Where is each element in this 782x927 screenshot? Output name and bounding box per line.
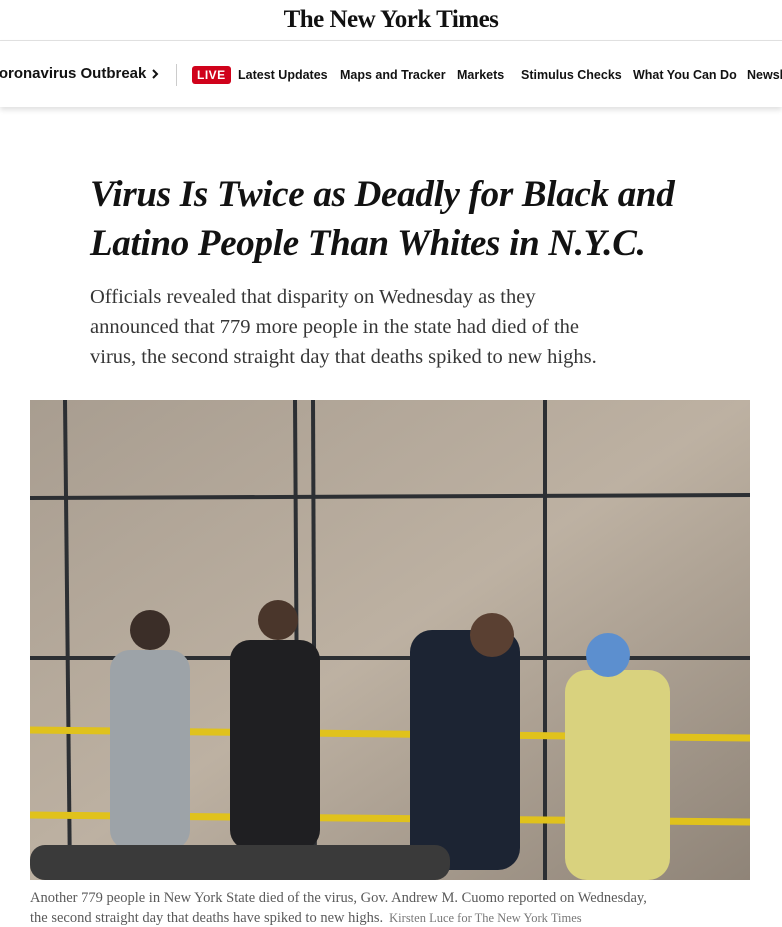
live-badge[interactable]: LIVE (192, 66, 231, 84)
nav-link[interactable]: Newsletters (747, 68, 782, 82)
headline: Latino People Than Whites in N.Y.C. (90, 223, 646, 264)
divider (176, 64, 177, 86)
summary: virus, the second straight day that deat… (90, 346, 597, 368)
photo (30, 400, 750, 880)
headline: Virus Is Twice as Deadly for Black and (90, 174, 675, 215)
nav-link[interactable]: Maps and Tracker (340, 68, 446, 82)
caption-text: the second straight day that deaths have… (30, 910, 384, 926)
nav-bar: Coronavirus Outbreak LIVE Latest Updates… (0, 41, 782, 107)
nav-link[interactable]: Markets (457, 68, 505, 82)
nav-link[interactable]: Stimulus Checks (521, 68, 622, 82)
nav-link[interactable]: What You Can Do (633, 68, 737, 82)
section-link[interactable]: Coronavirus Outbreak (0, 65, 147, 82)
logo[interactable]: The New York Times (283, 6, 499, 33)
summary: Officials revealed that disparity on Wed… (90, 286, 536, 308)
summary: announced that 779 more people in the st… (90, 316, 579, 338)
chevron (152, 69, 159, 79)
caption: the second straight day that deaths have… (30, 911, 582, 926)
photo-credit: Kirsten Luce for The New York Times (389, 911, 582, 925)
caption: Another 779 people in New York State die… (30, 890, 647, 906)
masthead: The New York Times (0, 0, 782, 41)
nav-link[interactable]: Latest Updates (238, 68, 328, 82)
